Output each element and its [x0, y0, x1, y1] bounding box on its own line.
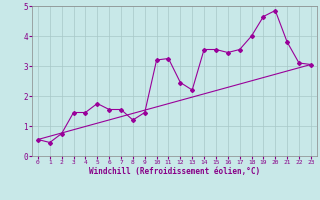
X-axis label: Windchill (Refroidissement éolien,°C): Windchill (Refroidissement éolien,°C): [89, 167, 260, 176]
